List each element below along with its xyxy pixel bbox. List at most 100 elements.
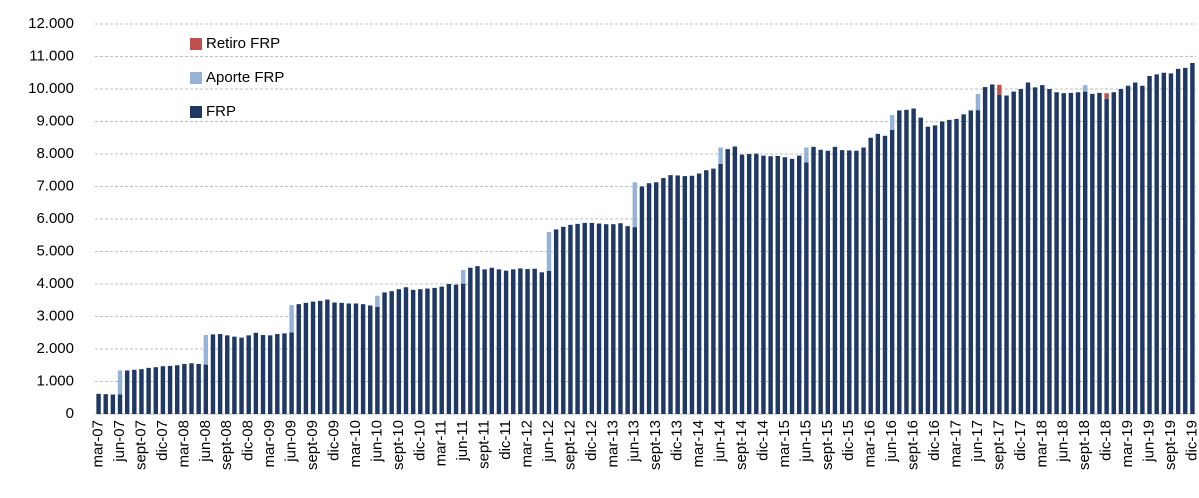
x-tick-label: dic-18 <box>1098 420 1115 461</box>
bar-segment <box>1168 73 1174 415</box>
bar-segment <box>1018 89 1024 414</box>
bar-segment <box>160 366 166 414</box>
bar-segment <box>239 337 244 414</box>
bar-segment <box>503 270 509 414</box>
bar-segment <box>639 186 645 414</box>
bar-segment <box>289 332 294 414</box>
x-tick-label: dic-11 <box>497 420 514 460</box>
bar-segment <box>682 176 688 414</box>
x-tick-label: mar-13 <box>604 420 621 468</box>
bar-segment <box>296 304 301 414</box>
bar-segment <box>804 162 809 414</box>
bar-segment <box>739 154 745 414</box>
bar-segment <box>346 303 352 414</box>
bar-segment <box>511 269 516 414</box>
bar-segment <box>889 129 895 414</box>
bar-segment <box>518 268 523 414</box>
x-tick-label: sept-08 <box>218 420 235 470</box>
bar-segment <box>718 163 723 414</box>
x-tick-label: mar-09 <box>261 420 278 468</box>
bar-segment <box>439 286 444 414</box>
bar-segment <box>925 126 931 414</box>
bar-segment <box>825 150 831 414</box>
bar-segment <box>289 305 294 333</box>
bar-segment <box>175 365 180 414</box>
x-tick-label: sept-15 <box>819 420 836 470</box>
bar-segment <box>489 267 495 414</box>
bar-segment <box>603 224 609 414</box>
bar-segment <box>997 84 1002 95</box>
bar-segment <box>689 175 695 414</box>
bar-segment <box>961 114 966 414</box>
bar-segment <box>325 299 330 414</box>
bar-segment <box>139 369 144 414</box>
x-tick-label: jun-17 <box>969 420 986 463</box>
bar-segment <box>468 267 473 414</box>
x-tick-label: mar-10 <box>347 420 364 468</box>
x-tick-label: mar-11 <box>433 420 450 466</box>
x-tick-label: dic-17 <box>1012 420 1029 461</box>
bar-segment <box>1161 72 1167 414</box>
x-tick-label: mar-14 <box>690 420 707 468</box>
bar-segment <box>246 335 251 414</box>
bar-segment <box>646 183 652 414</box>
bar-segment <box>782 157 788 414</box>
bar-segment <box>589 222 595 414</box>
bar-segment <box>267 335 273 414</box>
bar-segment <box>625 226 630 414</box>
y-tick-label: 0 <box>66 405 74 422</box>
bar-segment <box>596 223 602 414</box>
bar-segment <box>1097 92 1102 415</box>
bar-segment <box>460 283 466 414</box>
bar-segment <box>761 155 766 414</box>
bar-segment <box>704 170 709 414</box>
bar-segment <box>568 224 573 414</box>
x-tick-label: mar-15 <box>776 420 793 468</box>
bar-segment <box>232 336 237 414</box>
x-tick-label: mar-18 <box>1033 420 1050 468</box>
bar-segment <box>875 133 881 414</box>
bar-segment <box>1004 95 1009 414</box>
y-tick-label: 2.000 <box>36 340 74 357</box>
x-tick-label: dic-10 <box>411 420 428 461</box>
bar-segment <box>539 272 545 414</box>
bar-segment <box>1140 85 1145 414</box>
bar-segment <box>1068 92 1074 415</box>
bar-segment <box>868 137 873 414</box>
bar-segment <box>317 300 323 414</box>
bar-segment <box>375 295 380 307</box>
bar-segment <box>932 125 938 415</box>
bar-segment <box>425 288 430 414</box>
bar-segment <box>1111 92 1116 414</box>
bar-segment <box>382 292 387 414</box>
y-tick-label: 12.000 <box>28 15 74 32</box>
x-tick-label: jun-18 <box>1055 420 1072 463</box>
bar-segment <box>1040 85 1045 414</box>
bar-segment <box>754 153 759 415</box>
bar-segment <box>275 334 280 414</box>
bar-segment <box>418 289 423 414</box>
bar-segment <box>775 155 780 414</box>
x-tick-label: sept-19 <box>1162 420 1179 470</box>
x-tick-label: dic-07 <box>154 420 171 461</box>
bar-segment <box>1104 93 1109 99</box>
bar-segment <box>460 270 466 284</box>
bar-segment <box>1190 63 1195 414</box>
legend-swatch <box>190 72 202 84</box>
bar-segment <box>1011 91 1016 414</box>
bar-segment <box>804 147 809 163</box>
bar-segment <box>839 150 845 414</box>
bar-segment <box>146 367 151 414</box>
legend-label: Aporte FRP <box>206 69 284 86</box>
bar-segment <box>1147 76 1152 414</box>
bar-segment <box>475 266 480 414</box>
x-tick-label: jun-16 <box>883 420 900 463</box>
x-tick-label: dic-16 <box>926 420 943 461</box>
bar-segment <box>1125 85 1131 414</box>
bar-segment <box>696 173 702 414</box>
x-tick-label: sept-14 <box>733 420 750 470</box>
bar-segment <box>668 175 673 414</box>
bar-segment <box>811 146 816 414</box>
bar-segment <box>939 121 945 414</box>
bar-segment <box>96 393 101 414</box>
